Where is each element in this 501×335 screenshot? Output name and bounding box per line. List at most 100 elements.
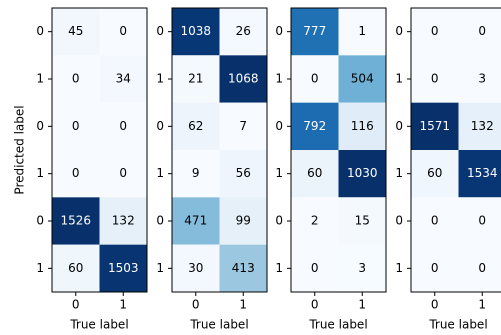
cell-label: 62 — [188, 119, 203, 133]
heatmap-cell — [411, 150, 459, 198]
cell-label: 777 — [303, 24, 326, 38]
cell-label: 15 — [355, 214, 370, 228]
cell-label: 3 — [478, 72, 486, 86]
y-tick-label: 1 — [275, 72, 283, 86]
heatmap-cell — [52, 102, 100, 150]
cell-label: 471 — [184, 214, 207, 228]
cell-label: 45 — [68, 24, 83, 38]
y-tick-label: 0 — [156, 119, 164, 133]
heatmap-cell — [411, 55, 459, 103]
heatmap-cell — [291, 197, 339, 245]
y-tick-label: 1 — [395, 261, 403, 275]
cell-label: 0 — [311, 72, 319, 86]
y-tick-label: 1 — [156, 166, 164, 180]
x-tick-label: 1 — [239, 298, 247, 312]
cell-label: 0 — [311, 261, 319, 275]
cell-label: 0 — [72, 119, 80, 133]
y-tick-label: 0 — [36, 24, 44, 38]
cell-label: 1503 — [108, 261, 139, 275]
heatmap-cell — [338, 8, 386, 56]
y-tick-label: 0 — [395, 214, 403, 228]
x-axis-label: True label — [308, 318, 367, 332]
cell-label: 60 — [68, 261, 83, 275]
cell-label: 0 — [119, 119, 127, 133]
cell-label: 0 — [431, 24, 439, 38]
heatmap-cell — [338, 102, 386, 150]
heatmap-cell — [411, 197, 459, 245]
cell-label: 9 — [192, 166, 200, 180]
heatmap-cell — [99, 102, 147, 150]
heatmap-cell — [99, 150, 147, 198]
cell-label: 56 — [236, 166, 251, 180]
y-axis-label: Predicted label — [13, 105, 27, 194]
cell-label: 0 — [478, 261, 486, 275]
y-tick-label: 0 — [156, 24, 164, 38]
cell-label: 504 — [351, 72, 374, 86]
cell-label: 99 — [236, 214, 251, 228]
y-tick-label: 1 — [156, 72, 164, 86]
heatmap-cell — [338, 197, 386, 245]
heatmap-cell — [291, 8, 339, 56]
heatmap-cell — [458, 8, 501, 56]
cell-label: 132 — [112, 214, 135, 228]
y-tick-label: 0 — [275, 119, 283, 133]
y-tick-label: 0 — [275, 214, 283, 228]
y-tick-label: 0 — [275, 24, 283, 38]
cell-label: 0 — [72, 166, 80, 180]
panel-frame — [410, 7, 501, 293]
x-tick-label: 1 — [358, 298, 366, 312]
y-tick-label: 0 — [395, 119, 403, 133]
heatmap-cell — [338, 150, 386, 198]
heatmap-cell — [219, 197, 267, 245]
cell-label: 1 — [358, 24, 366, 38]
heatmap-cell — [219, 150, 267, 198]
heatmap-cell — [338, 55, 386, 103]
cell-label: 0 — [478, 24, 486, 38]
y-tick-label: 1 — [395, 72, 403, 86]
heatmap-cell — [52, 8, 100, 56]
panel-frame — [51, 7, 148, 293]
heatmap-cell — [458, 197, 501, 245]
cell-label: 3 — [358, 261, 366, 275]
cell-label: 21 — [188, 72, 203, 86]
cell-label: 1030 — [347, 166, 378, 180]
y-tick-label: 1 — [156, 261, 164, 275]
x-axis-label: True label — [428, 318, 487, 332]
heatmap-cell — [52, 150, 100, 198]
heatmap-cell — [458, 55, 501, 103]
heatmap-cell — [172, 197, 220, 245]
heatmap-cell — [411, 102, 459, 150]
cell-label: 0 — [431, 261, 439, 275]
y-tick-label: 0 — [36, 119, 44, 133]
y-tick-label: 0 — [395, 24, 403, 38]
cell-label: 34 — [116, 72, 131, 86]
x-axis-label: True label — [189, 318, 248, 332]
panel-frame — [290, 7, 387, 293]
heatmap-cell — [52, 197, 100, 245]
cell-label: 30 — [188, 261, 203, 275]
y-tick-label: 0 — [156, 214, 164, 228]
heatmap-cell — [291, 244, 339, 292]
cell-label: 0 — [478, 214, 486, 228]
cell-label: 0 — [119, 24, 127, 38]
heatmap-cell — [219, 55, 267, 103]
cell-label: 1571 — [419, 119, 450, 133]
cell-label: 1534 — [467, 166, 498, 180]
cell-label: 792 — [303, 119, 326, 133]
panel-frame — [171, 7, 268, 293]
heatmap-cell — [219, 102, 267, 150]
heatmap-cell — [99, 8, 147, 56]
cell-label: 1526 — [60, 214, 91, 228]
heatmap-cell — [411, 8, 459, 56]
cell-label: 0 — [72, 72, 80, 86]
heatmap-cell — [291, 150, 339, 198]
heatmap-cell — [172, 55, 220, 103]
cell-label: 132 — [471, 119, 494, 133]
y-tick-label: 1 — [275, 166, 283, 180]
heatmap-cell — [291, 55, 339, 103]
heatmap-cell — [291, 102, 339, 150]
heatmap-cell — [172, 8, 220, 56]
cell-label: 1068 — [228, 72, 259, 86]
cell-label: 60 — [427, 166, 442, 180]
